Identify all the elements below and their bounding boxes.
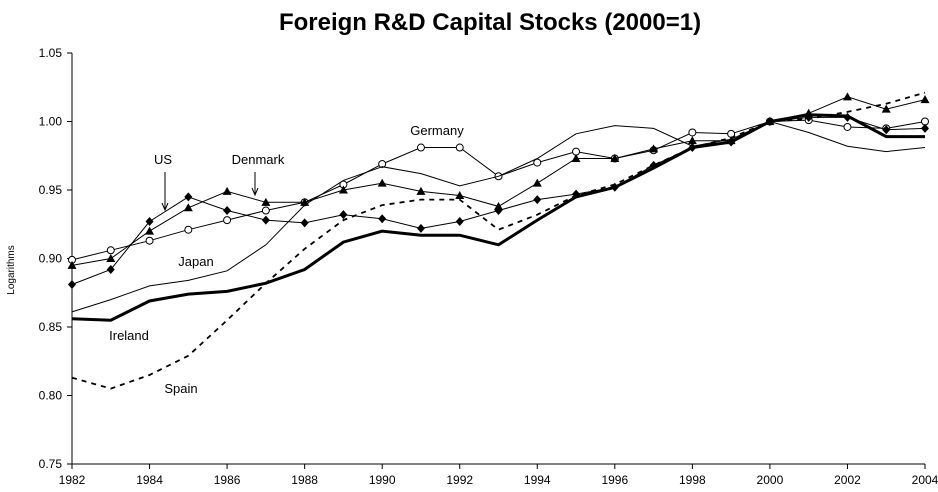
marker	[843, 122, 852, 131]
marker	[533, 158, 542, 167]
marker	[145, 236, 154, 245]
y-tick-label: 0.75	[39, 457, 63, 471]
marker	[533, 195, 542, 205]
marker	[106, 254, 116, 262]
series-label: Japan	[178, 254, 213, 269]
series-line	[71, 113, 925, 322]
y-tick-label: 1.05	[39, 46, 63, 60]
marker	[145, 226, 155, 235]
marker	[649, 144, 659, 153]
marker	[416, 143, 425, 152]
marker	[184, 225, 193, 234]
marker	[106, 264, 115, 274]
series-label: Ireland	[109, 328, 149, 343]
marker	[67, 260, 77, 269]
y-tick-label: 0.85	[39, 320, 63, 334]
x-tick-label: 1992	[446, 473, 473, 487]
series-line	[71, 91, 926, 390]
series-line	[71, 96, 926, 266]
x-tick-label: 1996	[601, 473, 628, 487]
marker	[300, 218, 309, 228]
x-tick-label: 1998	[679, 473, 706, 487]
marker	[223, 216, 232, 225]
marker	[571, 153, 581, 162]
marker	[68, 280, 76, 290]
chart-title: Foreign R&D Capital Stocks (2000=1)	[279, 9, 701, 36]
marker	[921, 123, 929, 133]
y-axis-label: Logarithms	[6, 245, 17, 294]
marker	[222, 186, 232, 195]
marker	[532, 178, 542, 187]
marker	[377, 178, 387, 187]
marker	[455, 143, 464, 152]
y-tick-label: 0.95	[39, 183, 63, 197]
marker	[610, 153, 620, 162]
arrow-head	[251, 187, 259, 197]
x-tick-label: 1982	[59, 473, 86, 487]
marker	[261, 215, 270, 225]
marker	[494, 201, 503, 210]
x-tick-label: 1994	[524, 473, 551, 487]
marker	[378, 159, 387, 168]
x-tick-label: 1990	[369, 473, 396, 487]
marker	[494, 206, 503, 216]
y-tick-label: 0.90	[39, 252, 63, 266]
marker	[455, 217, 464, 227]
arrow-head	[161, 202, 169, 212]
x-tick-label: 1984	[136, 473, 163, 487]
marker	[687, 136, 697, 145]
marker	[842, 92, 852, 101]
marker	[106, 246, 115, 255]
marker	[145, 217, 154, 227]
series-line	[71, 119, 926, 261]
y-tick-label: 0.80	[39, 389, 63, 403]
marker	[688, 128, 697, 137]
x-tick-label: 2000	[757, 473, 784, 487]
marker	[455, 190, 465, 199]
x-tick-label: 2002	[834, 473, 861, 487]
marker	[223, 206, 232, 216]
marker	[339, 210, 348, 220]
marker	[881, 104, 891, 113]
marker	[261, 206, 270, 215]
series-label: Germany	[410, 123, 464, 138]
marker	[882, 125, 891, 135]
y-tick-label: 1.00	[39, 115, 63, 129]
marker	[416, 223, 425, 233]
marker	[920, 95, 930, 104]
x-tick-label: 1988	[291, 473, 318, 487]
series-label: US	[154, 152, 172, 167]
marker	[261, 197, 271, 206]
marker	[416, 186, 426, 195]
series-label: Spain	[164, 381, 197, 396]
marker	[183, 203, 193, 212]
series-line	[71, 120, 926, 313]
x-tick-label: 1986	[214, 473, 241, 487]
marker	[338, 185, 348, 194]
series-label: Denmark	[232, 152, 285, 167]
marker	[378, 214, 387, 224]
x-tick-label: 2004	[912, 473, 938, 487]
marker	[184, 192, 193, 202]
